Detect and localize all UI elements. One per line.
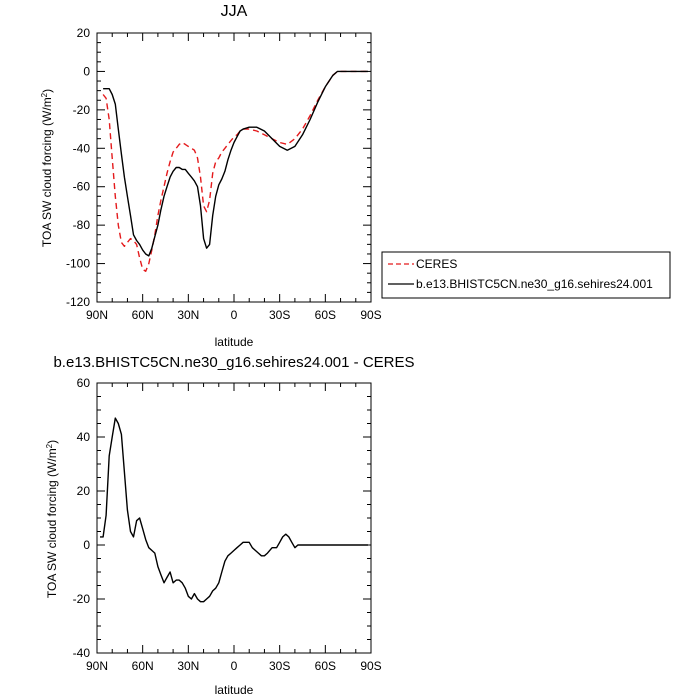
top-x-tick-label: 30S — [269, 308, 290, 322]
bottom-plot-area — [96, 382, 372, 654]
bottom-y-tick-label: -40 — [73, 646, 91, 660]
top-y-tick-label: -40 — [73, 141, 91, 155]
bottom-y-tick-label: 60 — [77, 376, 91, 390]
bottom-x-axis-label: latitude — [215, 683, 254, 697]
bottom-y-tick-labels: 60 40 20 0 -20 -40 — [73, 376, 91, 660]
top-chart-title: JJA — [221, 3, 248, 20]
top-x-tick-label: 0 — [231, 308, 238, 322]
bottom-y-tick-label: 20 — [77, 484, 91, 498]
legend-box — [381, 251, 671, 299]
top-y-tick-labels: 20 0 -20 -40 -60 -80 -100 -120 — [66, 26, 90, 309]
top-series-line-1 — [103, 70, 368, 257]
top-y-tick-label: -20 — [73, 103, 91, 117]
bottom-y-tick-label: -20 — [73, 592, 91, 606]
top-plot-area — [96, 32, 372, 303]
top-y-axis-label: TOA SW cloud forcing (W/m2) — [40, 89, 55, 247]
legend: CERES b.e13.BHISTC5CN.ne30_g16.sehires24… — [381, 251, 671, 299]
bottom-x-tick-label: 30N — [177, 659, 199, 673]
bottom-plot-frame — [96, 382, 372, 654]
bottom-x-tick-label: 0 — [231, 659, 238, 673]
bottom-y-tick-label: 40 — [77, 430, 91, 444]
legend-label-model: b.e13.BHISTC5CN.ne30_g16.sehires24.001 — [416, 277, 653, 291]
top-y-tick-label: 0 — [83, 64, 90, 78]
top-y-tick-label: -80 — [73, 218, 91, 232]
bottom-x-tick-labels: 90N 60N 30N 0 30S 60S 90S — [86, 659, 382, 673]
top-y-tick-label: -120 — [66, 295, 90, 309]
top-plot-frame — [96, 32, 372, 303]
top-x-tick-label: 90N — [86, 308, 108, 322]
legend-label-ceres: CERES — [416, 257, 457, 271]
top-y-tick-label: -60 — [73, 180, 91, 194]
top-x-tick-labels: 90N 60N 30N 0 30S 60S 90S — [86, 308, 382, 322]
top-x-tick-label: 30N — [177, 308, 199, 322]
top-x-tick-label: 90S — [360, 308, 381, 322]
bottom-x-tick-label: 90S — [360, 659, 381, 673]
bottom-x-tick-label: 90N — [86, 659, 108, 673]
bottom-x-tick-label: 30S — [269, 659, 290, 673]
top-x-tick-label: 60N — [132, 308, 154, 322]
top-y-tick-label: -100 — [66, 257, 90, 271]
bottom-y-tick-label: 0 — [83, 538, 90, 552]
bottom-chart: b.e13.BHISTC5CN.ne30_g16.sehires24.001 -… — [45, 354, 415, 697]
bottom-x-tick-label: 60S — [315, 659, 336, 673]
top-x-axis-label: latitude — [215, 335, 254, 349]
top-series-line-0 — [102, 70, 368, 272]
top-x-tick-label: 60S — [315, 308, 336, 322]
bottom-series-line-0 — [100, 417, 368, 603]
bottom-chart-title: b.e13.BHISTC5CN.ne30_g16.sehires24.001 -… — [53, 354, 414, 371]
top-y-tick-label: 20 — [77, 26, 91, 40]
bottom-y-axis-label: TOA SW cloud forcing (W/m2) — [45, 440, 60, 598]
bottom-x-tick-label: 60N — [132, 659, 154, 673]
top-chart: JJA 20 0 -20 -40 -60 -80 -100 -120 90N 60N 30N 0 30… — [40, 3, 382, 349]
